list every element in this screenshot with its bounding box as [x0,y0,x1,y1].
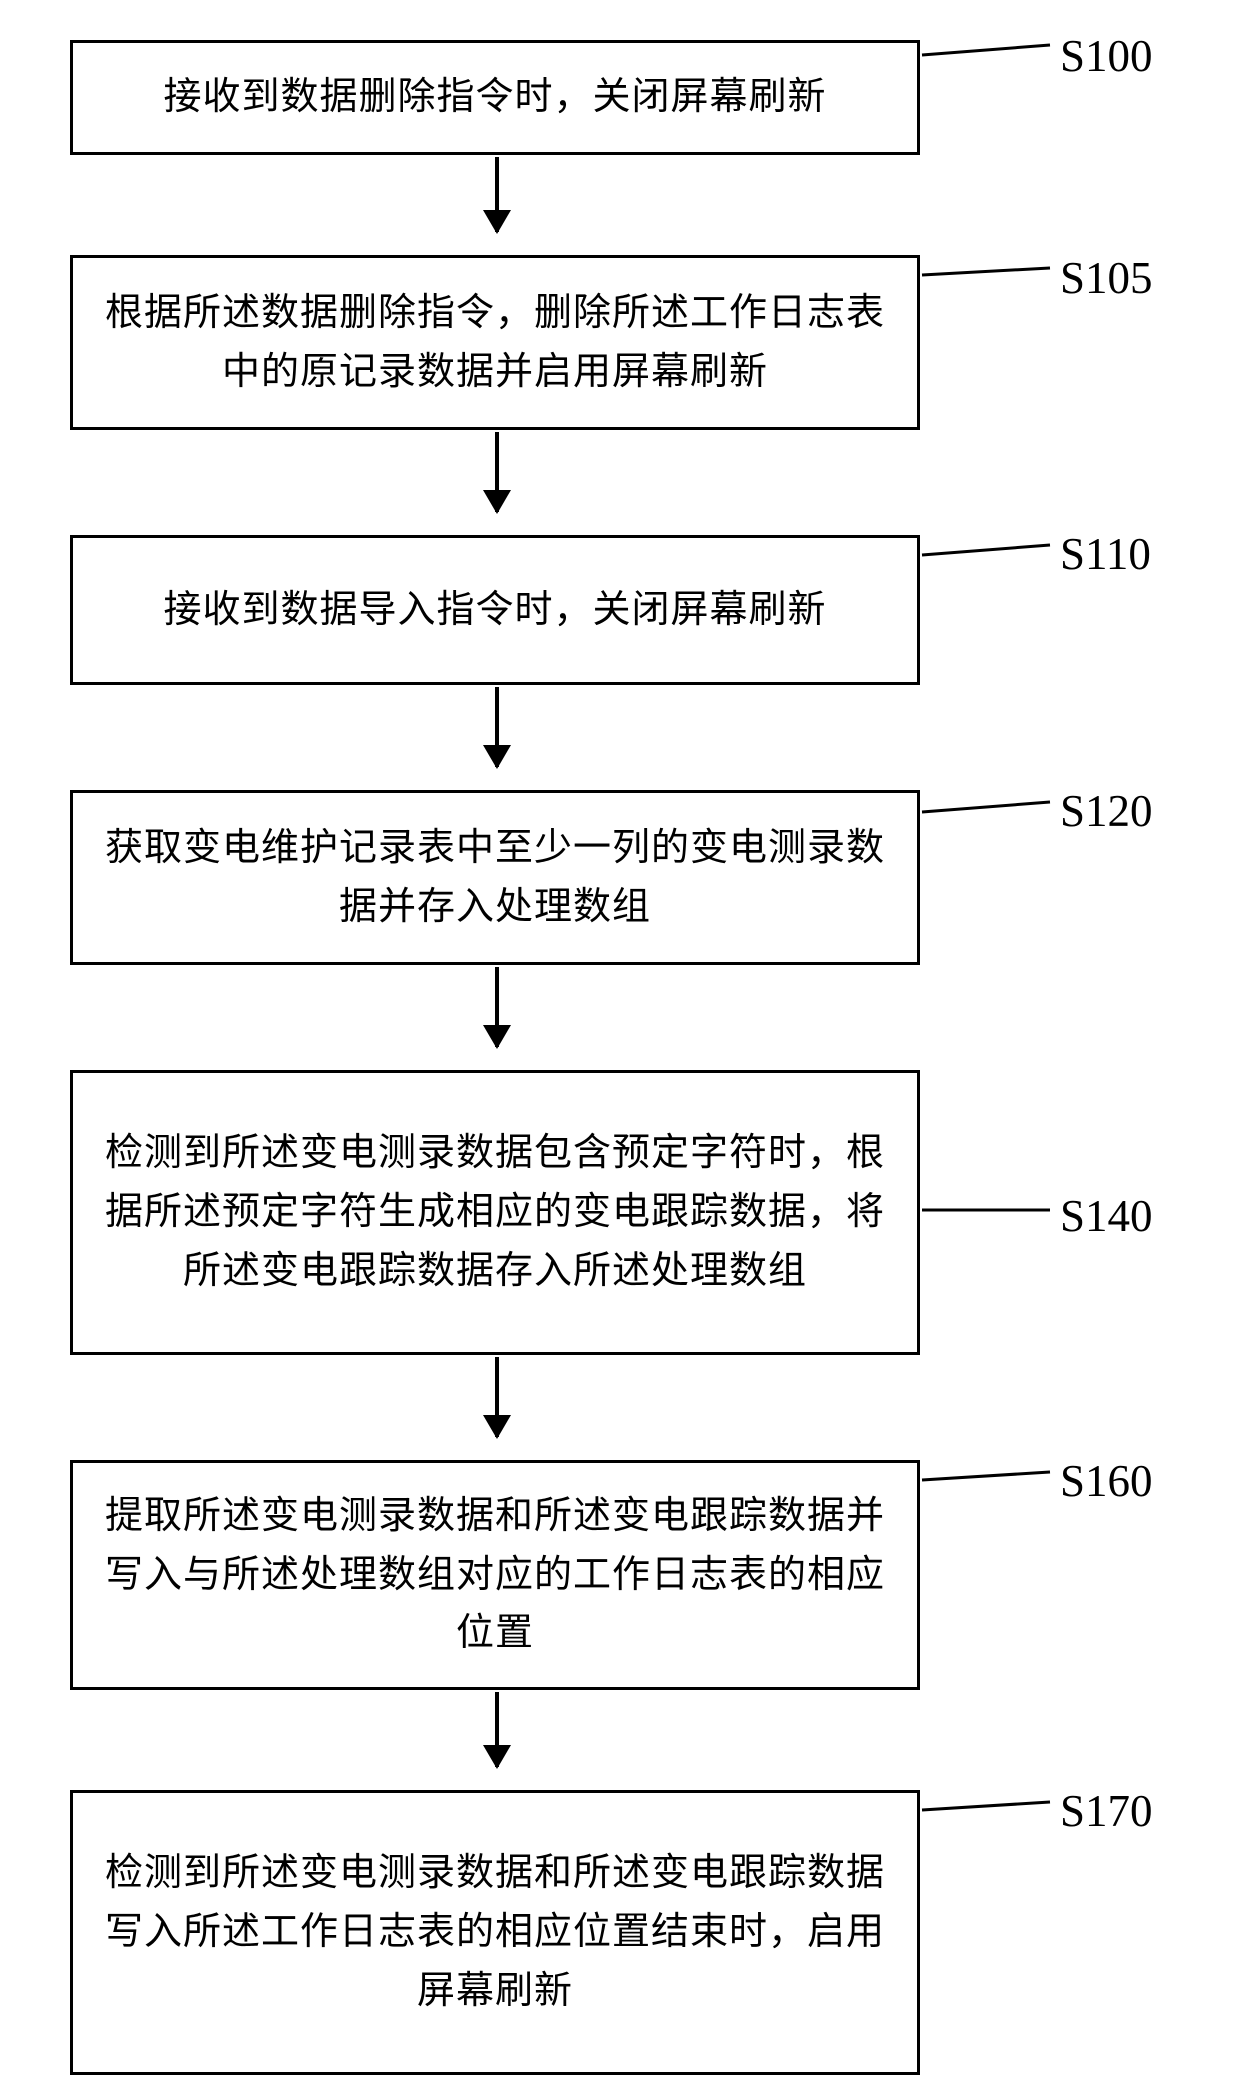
step-s120: 获取变电维护记录表中至少一列的变电测录数据并存入处理数组 [70,790,920,965]
flowchart-container: 接收到数据删除指令时，关闭屏幕刷新 S100 根据所述数据删除指令，删除所述工作… [0,0,1240,2000]
label-s170: S170 [1060,1785,1153,1837]
step-s100: 接收到数据删除指令时，关闭屏幕刷新 [70,40,920,155]
label-s110: S110 [1060,528,1151,580]
label-s120: S120 [1060,785,1153,837]
step-s110: 接收到数据导入指令时，关闭屏幕刷新 [70,535,920,685]
step-s140: 检测到所述变电测录数据包含预定字符时，根据所述预定字符生成相应的变电跟踪数据，将… [70,1070,920,1355]
step-s110-text: 接收到数据导入指令时，关闭屏幕刷新 [163,581,826,640]
arrow-5 [495,1357,499,1437]
step-s105: 根据所述数据删除指令，删除所述工作日志表中的原记录数据并启用屏幕刷新 [70,255,920,430]
step-s160-text: 提取所述变电测录数据和所述变电跟踪数据并写入与所述处理数组对应的工作日志表的相应… [103,1487,887,1664]
arrow-4 [495,967,499,1047]
label-s140: S140 [1060,1190,1153,1242]
arrow-2 [495,432,499,512]
step-s100-text: 接收到数据删除指令时，关闭屏幕刷新 [163,68,826,127]
arrow-1 [495,157,499,232]
step-s105-text: 根据所述数据删除指令，删除所述工作日志表中的原记录数据并启用屏幕刷新 [103,284,887,402]
step-s120-text: 获取变电维护记录表中至少一列的变电测录数据并存入处理数组 [103,819,887,937]
step-s170: 检测到所述变电测录数据和所述变电跟踪数据写入所述工作日志表的相应位置结束时，启用… [70,1790,920,2075]
label-s105: S105 [1060,252,1153,304]
step-s140-text: 检测到所述变电测录数据包含预定字符时，根据所述预定字符生成相应的变电跟踪数据，将… [103,1124,887,1301]
label-s100: S100 [1060,30,1153,82]
arrow-6 [495,1692,499,1767]
step-s170-text: 检测到所述变电测录数据和所述变电跟踪数据写入所述工作日志表的相应位置结束时，启用… [103,1844,887,2021]
label-s160: S160 [1060,1455,1153,1507]
step-s160: 提取所述变电测录数据和所述变电跟踪数据并写入与所述处理数组对应的工作日志表的相应… [70,1460,920,1690]
arrow-3 [495,687,499,767]
